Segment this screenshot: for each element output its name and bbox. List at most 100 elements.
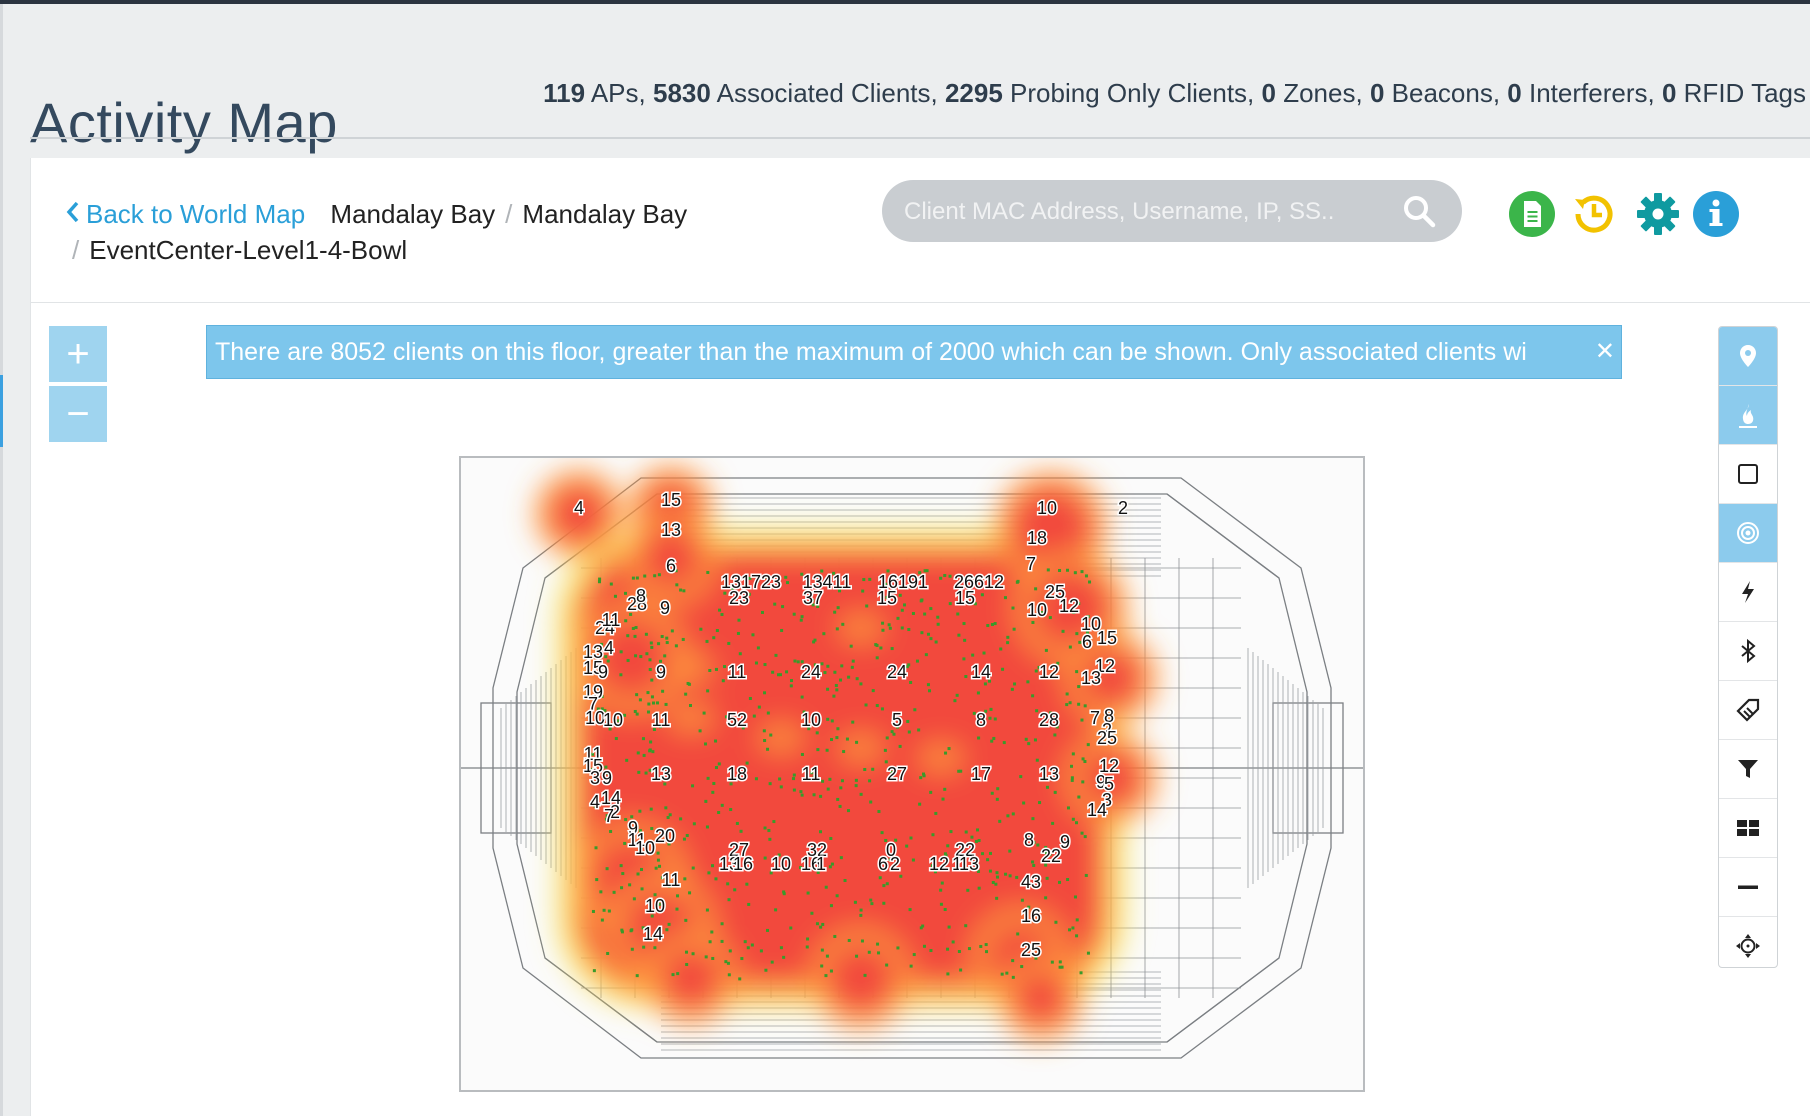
- ap-label[interactable]: 10: [633, 837, 656, 860]
- ap-label[interactable]: 12: [1037, 661, 1060, 684]
- ap-label[interactable]: 15: [1095, 627, 1118, 650]
- ap-label[interactable]: 13: [717, 853, 740, 876]
- ap-label[interactable]: 16: [1019, 905, 1042, 928]
- ap-label[interactable]: 17: [969, 763, 992, 786]
- ap-label[interactable]: 6: [1080, 631, 1093, 654]
- report-icon[interactable]: [1508, 190, 1556, 238]
- ap-label[interactable]: 10: [601, 709, 624, 732]
- ap-label[interactable]: 15: [581, 755, 604, 778]
- ap-label[interactable]: 2: [608, 801, 621, 824]
- ap-label[interactable]: 25: [1043, 581, 1066, 604]
- ap-label[interactable]: 12: [1057, 595, 1080, 618]
- ap-label[interactable]: 27: [885, 763, 908, 786]
- breadcrumb-campus[interactable]: Mandalay Bay: [330, 199, 496, 229]
- ap-label[interactable]: 2: [1116, 497, 1129, 520]
- zoom-in-button[interactable]: +: [49, 326, 107, 382]
- layout-grid-button[interactable]: [1719, 799, 1777, 858]
- ap-label[interactable]: 25: [1095, 727, 1118, 750]
- ap-label[interactable]: 13411: [801, 571, 853, 594]
- ap-label[interactable]: 11: [626, 829, 648, 852]
- ap-label[interactable]: 9: [600, 767, 613, 790]
- toggle-beacons[interactable]: [1719, 622, 1777, 681]
- ap-label[interactable]: 15: [581, 657, 604, 680]
- ap-label[interactable]: 10: [583, 707, 606, 730]
- ap-label[interactable]: 43: [1019, 871, 1042, 894]
- ap-label[interactable]: 10: [1035, 497, 1058, 520]
- filter-button[interactable]: [1719, 740, 1777, 799]
- ap-label[interactable]: 15: [875, 587, 898, 610]
- ap-label[interactable]: 6: [876, 853, 889, 876]
- zoom-out-button[interactable]: −: [49, 386, 107, 442]
- ap-label[interactable]: 9: [626, 817, 639, 840]
- ap-label[interactable]: 19: [581, 681, 604, 704]
- ap-label[interactable]: 18: [725, 763, 748, 786]
- ap-label[interactable]: 20: [653, 825, 676, 848]
- ap-label[interactable]: 15: [953, 587, 976, 610]
- ap-label[interactable]: 37: [801, 587, 824, 610]
- ap-label[interactable]: 7: [586, 693, 599, 716]
- ap-label[interactable]: 131723: [719, 571, 782, 594]
- ap-label[interactable]: 11: [726, 661, 748, 684]
- ap-label[interactable]: 24: [593, 617, 616, 640]
- ap-label[interactable]: 4: [602, 637, 615, 660]
- left-nav-indicator[interactable]: [0, 375, 3, 447]
- ap-label[interactable]: 10: [643, 895, 666, 918]
- ap-label[interactable]: 27: [727, 839, 750, 862]
- toggle-rfid-tags[interactable]: [1719, 681, 1777, 740]
- ap-label[interactable]: 15: [659, 489, 682, 512]
- ap-label[interactable]: 4: [588, 791, 601, 814]
- ap-label[interactable]: 52: [725, 709, 748, 732]
- ap-label[interactable]: 16: [799, 853, 822, 876]
- ap-label[interactable]: 5: [1102, 773, 1115, 796]
- ap-label[interactable]: 22: [1039, 845, 1062, 868]
- ap-label[interactable]: 28: [1037, 709, 1060, 732]
- ap-label[interactable]: 8: [974, 709, 987, 732]
- toggle-zones[interactable]: [1719, 445, 1777, 504]
- ap-label[interactable]: 26612: [952, 571, 1005, 594]
- back-to-world-map-link[interactable]: Back to World Map: [66, 199, 312, 229]
- search-icon[interactable]: [1402, 194, 1436, 228]
- ap-label[interactable]: 1: [814, 853, 827, 876]
- ap-label[interactable]: 8: [1022, 829, 1035, 852]
- ap-label[interactable]: 10: [1079, 613, 1102, 636]
- ap-label[interactable]: 16191: [876, 571, 929, 594]
- ap-label[interactable]: 9: [1058, 831, 1071, 854]
- search-input[interactable]: [902, 180, 1386, 244]
- ap-label[interactable]: 32: [805, 839, 828, 862]
- ap-label[interactable]: 13: [1037, 763, 1060, 786]
- info-icon[interactable]: [1692, 190, 1740, 238]
- toggle-clients[interactable]: [1719, 504, 1777, 563]
- ap-label[interactable]: 2: [634, 587, 647, 610]
- ap-label[interactable]: 7: [1024, 553, 1037, 576]
- ap-label[interactable]: 22: [953, 839, 976, 862]
- close-icon[interactable]: ✕: [1594, 338, 1615, 365]
- ap-label[interactable]: 9: [1094, 771, 1107, 794]
- ap-label[interactable]: 25: [1019, 939, 1042, 962]
- ap-label[interactable]: 10: [799, 709, 822, 732]
- ap-label[interactable]: 13: [581, 641, 604, 664]
- ap-label[interactable]: 8: [634, 585, 647, 608]
- breadcrumb-building[interactable]: Mandalay Bay: [522, 199, 688, 229]
- ap-label[interactable]: 2: [1100, 719, 1113, 742]
- toggle-access-points[interactable]: [1719, 327, 1777, 386]
- ap-label[interactable]: 14: [1085, 799, 1108, 822]
- ap-label[interactable]: 3: [588, 767, 601, 790]
- ap-label[interactable]: 7: [1088, 707, 1101, 730]
- ap-label[interactable]: 13: [1079, 667, 1102, 690]
- ap-label[interactable]: 23: [727, 587, 750, 610]
- ap-label[interactable]: 10: [1025, 599, 1048, 622]
- ap-label[interactable]: 9: [654, 661, 667, 684]
- ap-label[interactable]: 7: [602, 805, 615, 828]
- ap-label[interactable]: 0: [884, 839, 897, 862]
- ap-label[interactable]: 14: [599, 787, 622, 810]
- recenter-button[interactable]: [1719, 917, 1777, 967]
- gear-icon[interactable]: [1634, 190, 1682, 238]
- ap-label[interactable]: 18: [1025, 527, 1048, 550]
- history-icon[interactable]: [1570, 190, 1618, 238]
- ap-label[interactable]: 1: [950, 853, 963, 876]
- ap-label[interactable]: 2: [888, 853, 901, 876]
- ap-label[interactable]: 14: [969, 661, 992, 684]
- ap-label[interactable]: 13: [659, 519, 682, 542]
- ap-label[interactable]: 9: [596, 661, 609, 684]
